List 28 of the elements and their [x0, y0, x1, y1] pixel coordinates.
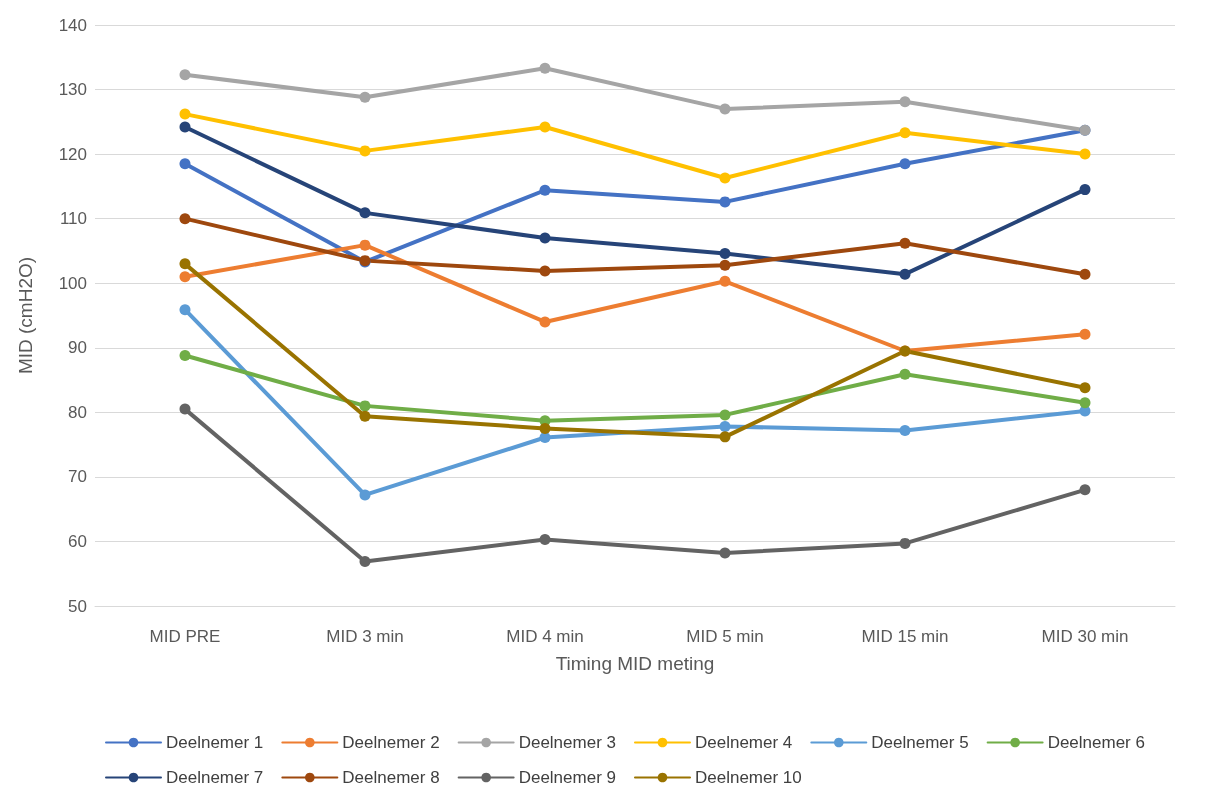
y-tick-label: 80 [68, 402, 87, 422]
legend-label: Deelnemer 5 [871, 733, 969, 752]
y-tick-label: 120 [58, 144, 87, 164]
legend-label: Deelnemer 7 [166, 768, 264, 787]
legend-label: Deelnemer 9 [518, 768, 616, 787]
y-tick-label: 60 [68, 531, 87, 551]
legend-label: Deelnemer 4 [694, 733, 793, 752]
y-tick-label: 70 [68, 467, 87, 487]
x-axis-title: Timing MID meting [555, 653, 715, 674]
legend-label: Deelnemer 8 [342, 768, 440, 787]
x-tick-label: MID 3 min [326, 627, 404, 646]
legend-label: Deelnemer 2 [342, 733, 440, 752]
y-tick-label: 110 [59, 209, 87, 229]
legend-label: Deelnemer 1 [166, 733, 264, 752]
x-tick-label: MID PRE [149, 627, 221, 646]
y-tick-label: 100 [58, 273, 87, 293]
x-tick-label: MID 5 min [686, 627, 764, 646]
y-tick-label: 130 [58, 80, 87, 100]
y-tick-label: 50 [68, 596, 87, 616]
legend-label: Deelnemer 10 [694, 768, 802, 787]
legend-label: Deelnemer 3 [518, 733, 616, 752]
x-tick-label: MID 30 min [1041, 627, 1129, 646]
x-tick-label: MID 4 min [506, 627, 584, 646]
y-axis-title: MID (cmH2O) [15, 256, 36, 375]
legend-label: Deelnemer 6 [1047, 733, 1145, 752]
x-tick-label: MID 15 min [861, 627, 949, 646]
y-tick-label: 90 [68, 338, 87, 358]
y-tick-label: 140 [58, 15, 87, 35]
